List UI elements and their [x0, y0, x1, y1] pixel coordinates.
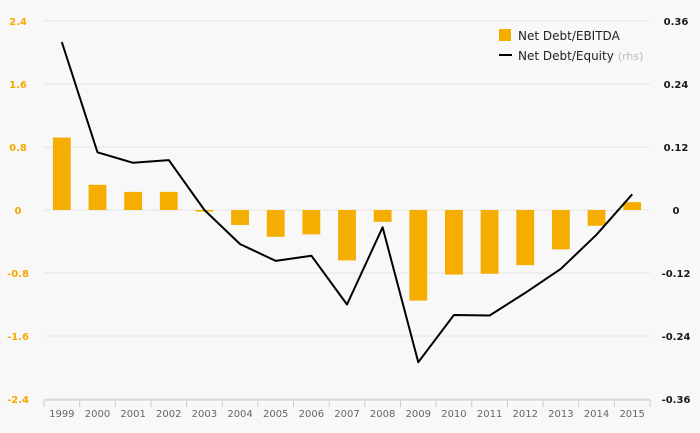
left-tick-label: -2.4: [7, 395, 29, 406]
line-series: [60, 41, 633, 364]
bar: [409, 210, 428, 301]
right-tick-label: -0.12: [662, 269, 691, 280]
bar: [159, 191, 178, 210]
x-tick-label: 2001: [120, 409, 145, 420]
left-tick-label: 0: [15, 206, 22, 217]
gridlines: [44, 20, 650, 400]
bar-series: [52, 137, 642, 301]
x-tick-label: 2008: [370, 409, 395, 420]
x-tick-label: 2010: [441, 409, 466, 420]
x-tick-label: 2007: [334, 409, 359, 420]
right-tick-label: -0.36: [662, 395, 691, 406]
bar: [587, 210, 606, 226]
x-axis: 1999 2000 2001 2002 2003 2004 2005 2006 2007 2008…: [43, 399, 651, 420]
legend-label-net-debt-equity: Net Debt/Equity (rhs): [518, 49, 643, 63]
x-tick-label: 2014: [584, 409, 609, 420]
x-tick-label: 2013: [548, 409, 573, 420]
right-tick-label: 0.12: [664, 143, 689, 154]
x-tick-label: 1999: [49, 409, 74, 420]
right-tick-label: -0.24: [662, 332, 691, 343]
bar: [516, 210, 535, 266]
legend-label-net-debt-ebitda: Net Debt/EBITDA: [518, 29, 621, 43]
series-line: [60, 41, 633, 364]
legend-label-rhs-suffix: (rhs): [618, 50, 644, 63]
bar: [338, 210, 356, 261]
x-tick-label: 2005: [263, 409, 288, 420]
x-tick-label: 2002: [156, 409, 181, 420]
left-tick-label: 1.6: [9, 80, 27, 91]
bar: [266, 210, 285, 237]
left-tick-label: 2.4: [9, 17, 27, 28]
left-tick-label: 0.8: [9, 143, 27, 154]
left-tick-label: -1.6: [7, 332, 29, 343]
x-tick-label: 2006: [299, 409, 324, 420]
bar: [231, 210, 249, 225]
bar: [551, 210, 570, 250]
bar: [445, 210, 463, 275]
right-axis-ticks: 0.36 0.24 0.12 0 -0.12 -0.24 -0.36: [662, 17, 691, 406]
x-tick-label: 2009: [406, 409, 431, 420]
bar: [88, 184, 107, 210]
bar: [480, 210, 499, 274]
right-tick-label: 0: [673, 206, 680, 217]
x-tick-label: 2012: [513, 409, 538, 420]
x-tick-label: 2015: [619, 409, 644, 420]
left-tick-label: -0.8: [7, 269, 29, 280]
bar: [623, 202, 642, 210]
x-tick-label: 2003: [192, 409, 217, 420]
legend-swatch-net-debt-ebitda: [499, 29, 511, 41]
x-tick-label: 2011: [477, 409, 502, 420]
right-tick-label: 0.24: [664, 80, 689, 91]
right-tick-label: 0.36: [664, 17, 689, 28]
bar: [302, 210, 321, 235]
left-axis-ticks: 2.4 1.6 0.8 0 -0.8 -1.6 -2.4: [7, 17, 29, 406]
x-tick-label: 2004: [227, 409, 252, 420]
legend: Net Debt/EBITDA Net Debt/Equity (rhs): [499, 29, 643, 63]
legend-label-net-debt-equity-name: Net Debt/Equity: [518, 49, 614, 63]
bar: [373, 210, 392, 222]
x-tick-label: 2000: [85, 409, 110, 420]
bar: [52, 137, 71, 210]
bar: [124, 191, 143, 210]
